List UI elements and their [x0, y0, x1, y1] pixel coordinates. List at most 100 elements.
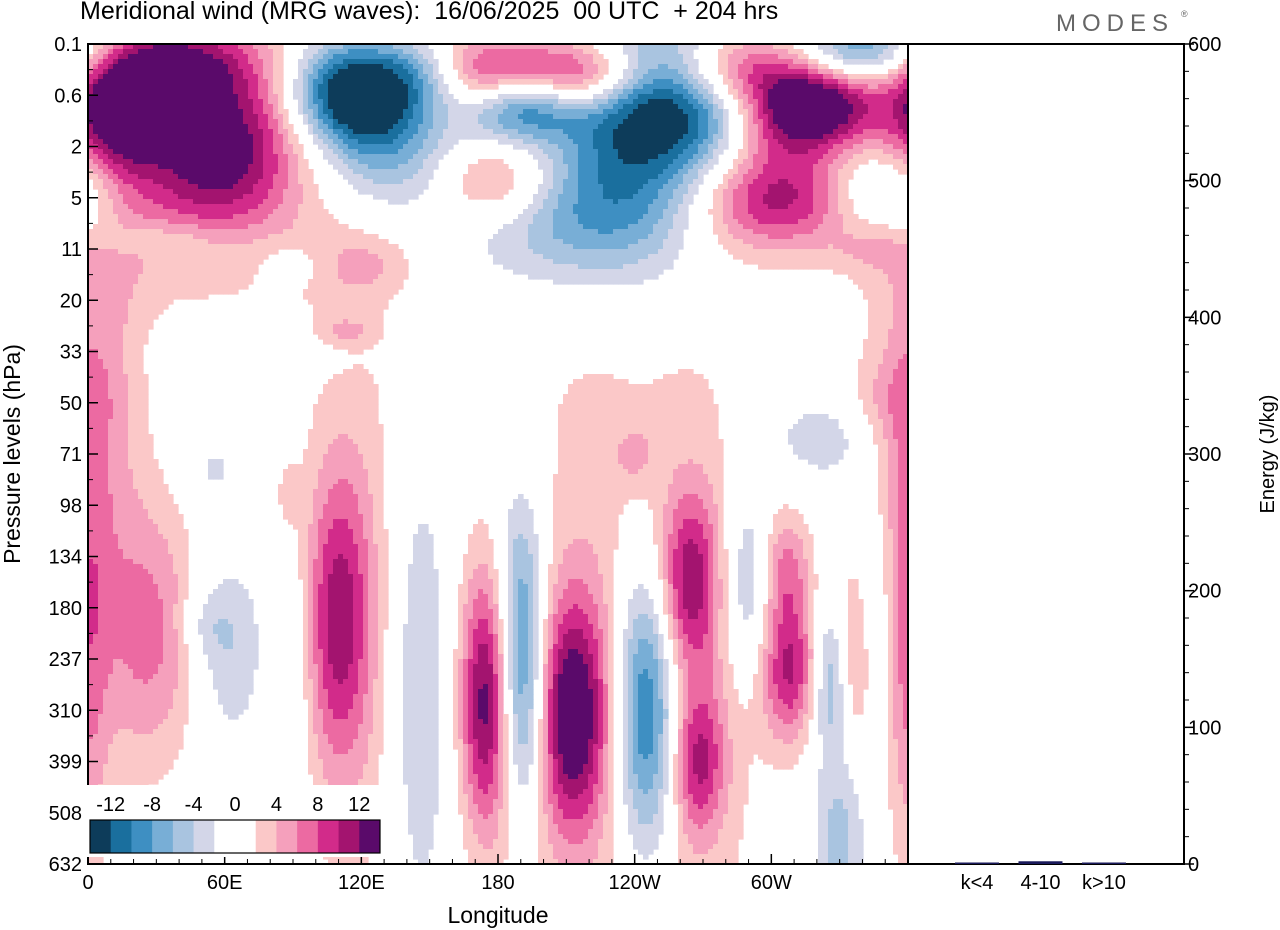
heat-cell	[758, 169, 764, 175]
heat-cell	[428, 144, 434, 150]
heat-cell	[253, 84, 259, 90]
heat-cell	[328, 44, 334, 50]
heat-cell	[288, 194, 294, 200]
heat-cell	[798, 179, 804, 185]
heat-cell	[493, 99, 499, 105]
heat-cell	[118, 49, 124, 55]
heat-cell	[173, 89, 179, 95]
heat-cell	[418, 129, 424, 135]
heat-cell	[778, 134, 784, 140]
heat-cell	[273, 94, 279, 100]
heat-cell	[738, 104, 744, 110]
heat-cell	[883, 144, 889, 150]
heat-cell	[598, 104, 604, 110]
heat-cell	[903, 99, 909, 105]
heat-cell	[603, 169, 609, 175]
heat-cell	[393, 184, 399, 190]
heat-cell	[783, 124, 789, 130]
heat-cell	[763, 119, 769, 125]
heat-cell	[213, 44, 219, 50]
heat-cell	[503, 174, 509, 180]
heat-cell	[143, 129, 149, 135]
heat-cell	[698, 89, 704, 95]
heat-cell	[173, 114, 179, 120]
heat-cell	[258, 199, 264, 205]
heat-cell	[378, 59, 384, 65]
heat-cell	[108, 124, 114, 130]
heat-cell	[548, 124, 554, 130]
heat-cell	[628, 44, 634, 50]
heat-cell	[538, 194, 544, 200]
heat-cell	[523, 69, 529, 75]
heat-cell	[403, 144, 409, 150]
heat-cell	[723, 109, 729, 115]
heat-cell	[318, 59, 324, 65]
heat-cell	[843, 129, 849, 135]
heat-cell	[228, 84, 234, 90]
heat-cell	[503, 44, 509, 50]
heat-cell	[373, 169, 379, 175]
heat-cell	[793, 219, 799, 225]
heat-cell	[528, 124, 534, 130]
heat-cell	[888, 44, 894, 50]
heat-cell	[128, 209, 134, 215]
heat-cell	[568, 114, 574, 120]
heat-cell	[183, 209, 189, 215]
heat-cell	[313, 74, 319, 80]
heat-cell	[258, 94, 264, 100]
heat-cell	[203, 84, 209, 90]
heat-cell	[393, 54, 399, 60]
heat-cell	[88, 139, 94, 145]
heat-cell	[198, 169, 204, 175]
heat-cell	[198, 184, 204, 190]
heat-cell	[683, 94, 689, 100]
heat-cell	[773, 114, 779, 120]
heat-cell	[888, 74, 894, 80]
heat-cell	[338, 109, 344, 115]
heat-cell	[603, 194, 609, 200]
heat-cell	[278, 144, 284, 150]
heat-cell	[398, 89, 404, 95]
heat-cell	[273, 84, 279, 90]
heat-cell	[613, 199, 619, 205]
heat-cell	[833, 89, 839, 95]
heat-cell	[318, 49, 324, 55]
heat-cell	[268, 49, 274, 55]
heat-cell	[498, 184, 504, 190]
heat-cell	[838, 99, 844, 105]
heat-cell	[198, 79, 204, 85]
heat-cell	[898, 89, 904, 95]
heat-cell	[658, 204, 664, 210]
heat-cell	[568, 199, 574, 205]
heat-cell	[233, 69, 239, 75]
heat-cell	[498, 164, 504, 170]
heat-cell	[588, 189, 594, 195]
heat-cell	[713, 189, 719, 195]
heat-cell	[163, 224, 169, 230]
heat-cell	[653, 99, 659, 105]
heat-cell	[148, 164, 154, 170]
heat-cell	[523, 124, 529, 130]
heat-cell	[558, 219, 564, 225]
heat-cell	[148, 174, 154, 180]
heat-cell	[848, 59, 854, 65]
heat-cell	[613, 134, 619, 140]
heat-cell	[788, 199, 794, 205]
heat-cell	[298, 214, 304, 220]
heat-cell	[818, 214, 824, 220]
heat-cell	[618, 79, 624, 85]
heat-cell	[158, 184, 164, 190]
heat-cell	[298, 164, 304, 170]
heat-cell	[268, 99, 274, 105]
heat-cell	[223, 64, 229, 70]
heat-cell	[168, 89, 174, 95]
heat-cell	[263, 169, 269, 175]
heat-cell	[733, 174, 739, 180]
heat-cell	[783, 169, 789, 175]
heat-cell	[858, 79, 864, 85]
heat-cell	[863, 154, 869, 160]
heat-cell	[808, 99, 814, 105]
heat-cell	[173, 104, 179, 110]
heat-cell	[383, 69, 389, 75]
heat-cell	[868, 114, 874, 120]
